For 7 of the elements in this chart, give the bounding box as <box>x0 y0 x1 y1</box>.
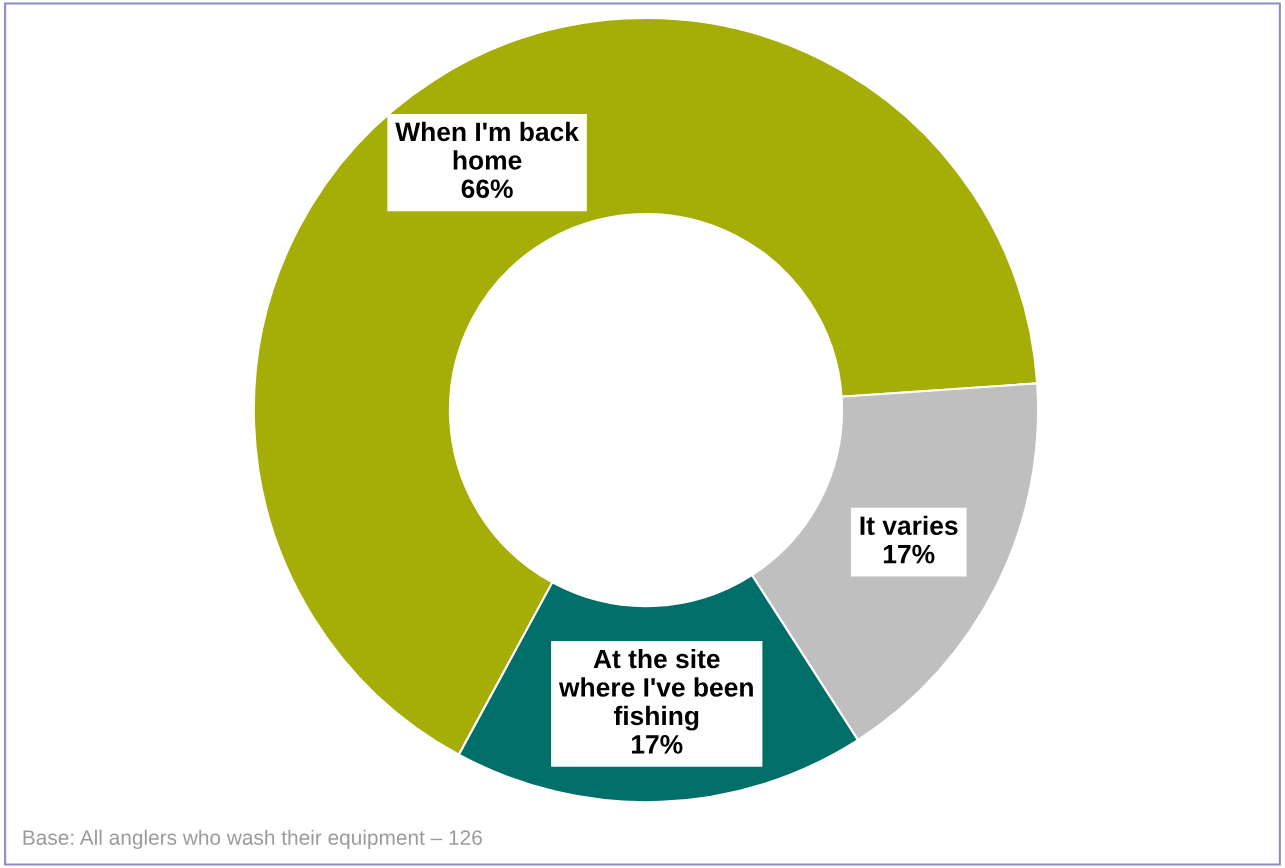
data-label: 17% <box>632 735 683 754</box>
text: Base: All anglers who wash their equipment – 126 <box>23 829 482 850</box>
data-label: 17% <box>883 544 935 564</box>
data-label: 66% <box>461 179 513 199</box>
slice-label: At the site where I've been fishing <box>558 648 753 731</box>
slice-label: It varies <box>860 515 958 536</box>
slice-label: When I'm back home <box>395 121 579 170</box>
